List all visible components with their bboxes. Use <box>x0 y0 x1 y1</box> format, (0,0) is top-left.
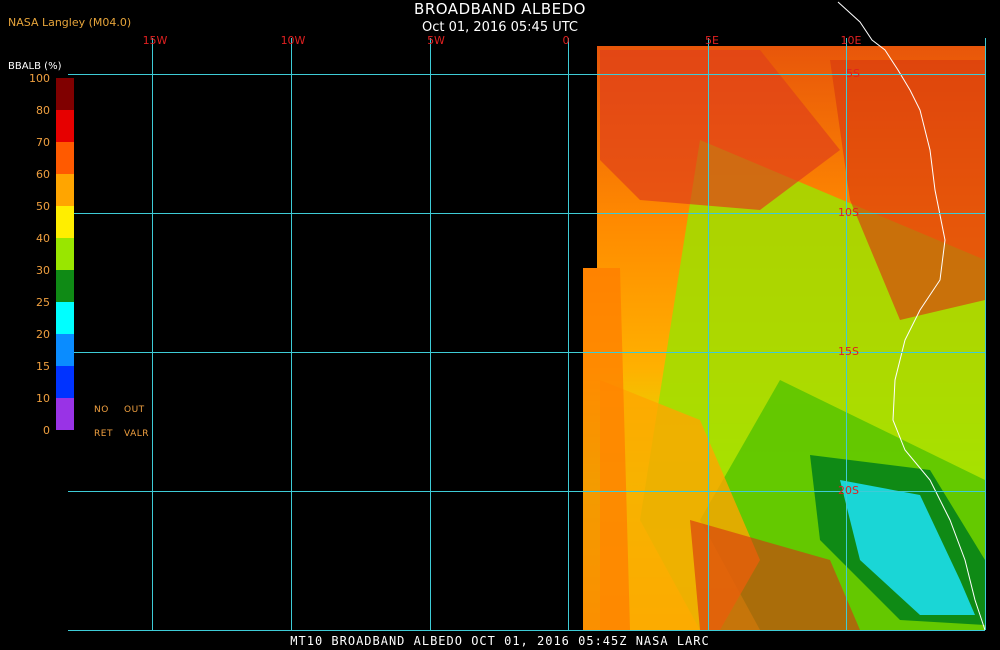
lat-label-15s: 15S <box>838 345 859 358</box>
legend-label: 70 <box>36 136 50 149</box>
legend-swatch <box>56 302 74 334</box>
lat-label-10s: 10S <box>838 206 859 219</box>
map-subtitle: Oct 01, 2016 05:45 UTC <box>422 20 578 35</box>
legend-swatch <box>56 206 74 238</box>
legend-label: 25 <box>36 296 50 309</box>
legend-note-ret: RET <box>94 429 113 439</box>
map-title: BROADBAND ALBEDO <box>414 0 586 18</box>
legend-note-valr: VALR <box>124 429 150 439</box>
legend-label: 100 <box>29 72 50 85</box>
source-label: NASA Langley (M04.0) <box>8 16 132 29</box>
legend-swatch <box>56 238 74 270</box>
footer-caption: MT10 BROADBAND ALBEDO OCT 01, 2016 05:45… <box>290 634 710 648</box>
legend-label: 50 <box>36 200 50 213</box>
legend-swatch <box>56 334 74 366</box>
legend-swatch <box>56 174 74 206</box>
legend-label: 10 <box>36 392 50 405</box>
legend-note-no: NO <box>94 405 109 415</box>
albedo-field <box>583 46 985 630</box>
legend-label: 0 <box>43 424 50 437</box>
legend-label: 80 <box>36 104 50 117</box>
lon-label-10w: 10W <box>281 34 306 47</box>
lat-label-20s: 20S <box>838 484 859 497</box>
legend-label: 15 <box>36 360 50 373</box>
legend-swatch <box>56 366 74 398</box>
legend-swatch <box>56 110 74 142</box>
legend-label: 30 <box>36 264 50 277</box>
lat-label-5s: 5S <box>846 67 860 80</box>
lon-label-15w: 15W <box>143 34 168 47</box>
legend-note-out: OUT <box>124 405 145 415</box>
lon-label-10e: 10E <box>841 34 862 47</box>
coastline <box>837 1 986 631</box>
legend-swatch <box>56 142 74 174</box>
legend-swatch <box>56 398 74 430</box>
legend-swatch <box>56 270 74 302</box>
legend-swatch <box>56 78 74 110</box>
lon-label-0: 0 <box>563 34 570 47</box>
legend-label: 40 <box>36 232 50 245</box>
legend-label: 60 <box>36 168 50 181</box>
legend-label: 20 <box>36 328 50 341</box>
lon-label-5w: 5W <box>427 34 445 47</box>
lon-label-5e: 5E <box>705 34 719 47</box>
legend-title: BBALB (%) <box>8 61 62 72</box>
lat-lon-grid <box>68 38 986 631</box>
